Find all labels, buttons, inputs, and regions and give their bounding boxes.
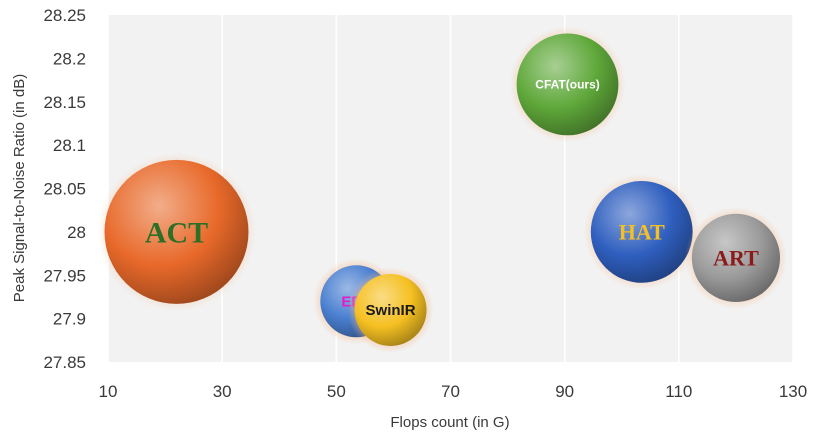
y-tick-label: 27.85: [43, 353, 86, 372]
y-tick-label: 28.15: [43, 93, 86, 112]
bubble-label: ART: [713, 246, 759, 271]
x-axis-title: Flops count (in G): [390, 414, 509, 431]
bubble-label: CFAT(ours): [535, 78, 599, 92]
bubble-hat: HAT: [583, 173, 700, 290]
y-tick-label: 27.9: [53, 310, 86, 329]
x-tick-label: 110: [665, 382, 692, 401]
x-tick-label: 90: [555, 382, 574, 401]
y-tick-label: 28.05: [43, 180, 86, 199]
x-tick-label: 70: [441, 382, 460, 401]
y-tick-label: 28.2: [53, 49, 86, 68]
x-axis-ticks: 10 30 50 70 90 110 130: [99, 382, 808, 401]
bubble-point: [354, 273, 427, 346]
x-tick-label: 130: [779, 382, 807, 401]
y-tick-label: 28.1: [53, 136, 86, 155]
bubble-cfat-ours: CFAT(ours): [509, 26, 626, 143]
y-tick-label: 28: [67, 223, 86, 242]
x-tick-label: 10: [99, 382, 118, 401]
x-tick-label: 50: [327, 382, 346, 401]
bubble-point: [104, 159, 249, 304]
y-tick-label: 28.25: [43, 6, 86, 25]
bubble-point: [691, 213, 781, 302]
bubble-point: [590, 180, 693, 283]
bubble-swinir: SwinIR: [347, 266, 434, 353]
y-axis-ticks: 27.85 27.9 27.95 28 28.05 28.1 28.15 28.2 28.25: [43, 6, 86, 372]
bubble-act: ACT: [97, 152, 256, 311]
x-tick-label: 30: [213, 382, 232, 401]
y-axis-title: Peak Signal-to-Noise Ratio (in dB): [11, 74, 28, 302]
y-tick-label: 27.95: [43, 266, 86, 285]
bubble-label: ACT: [145, 216, 208, 249]
bubble-art: ART: [684, 206, 788, 309]
bubble-point: [516, 33, 619, 136]
bubble-label: HAT: [619, 220, 665, 245]
bubble-label: SwinIR: [366, 302, 416, 319]
